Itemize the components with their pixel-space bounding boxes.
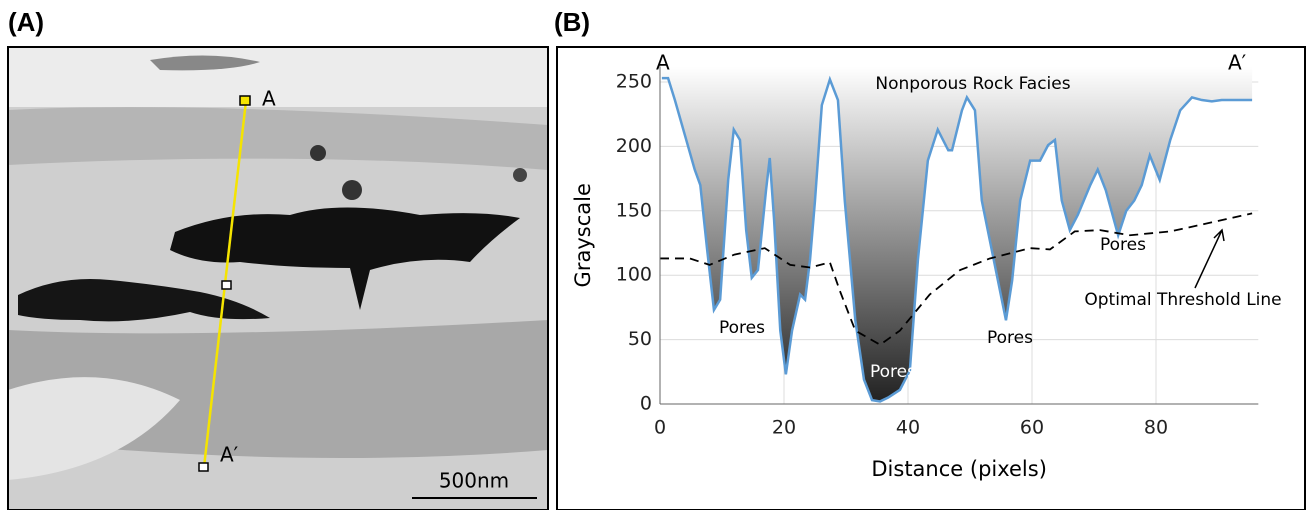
point-label: A (262, 87, 276, 111)
annotation: Nonporous Rock Facies (875, 74, 1070, 94)
micrograph (7, 46, 549, 511)
arrow (1194, 228, 1225, 289)
line (660, 212, 1253, 346)
y-axis-label: Grayscale (571, 183, 595, 287)
point-label: A′ (220, 443, 239, 467)
y-tick-label: 100 (616, 264, 652, 286)
y-tick-label: 200 (616, 135, 652, 157)
x-tick-label: 0 (654, 417, 666, 439)
panel-label: (A) (8, 7, 44, 37)
y-tick-label: 150 (616, 199, 652, 221)
x-tick-label: 80 (1144, 417, 1168, 439)
x-tick-label: 20 (772, 417, 796, 439)
line (661, 75, 1253, 403)
scale-bar-label: 500nm (439, 469, 509, 493)
y-tick-label: 250 (616, 71, 652, 93)
annotation: Optimal Threshold Line (1084, 290, 1281, 310)
x-axis-label: Distance (pixels) (871, 457, 1047, 481)
x-tick-label: 40 (896, 417, 920, 439)
y-tick-label: 50 (628, 328, 652, 350)
x-tick-label: 60 (1020, 417, 1044, 439)
panel-label: (B) (554, 7, 590, 37)
annotation: Pores (987, 328, 1033, 348)
y-tick-label: 0 (640, 393, 652, 415)
annotation: A′ (1228, 51, 1247, 75)
annotation: A (656, 51, 670, 75)
area (661, 66, 1253, 402)
annotation: Pores (870, 362, 916, 382)
annotation: Pores (719, 318, 765, 338)
annotation: Pores (1100, 235, 1146, 255)
